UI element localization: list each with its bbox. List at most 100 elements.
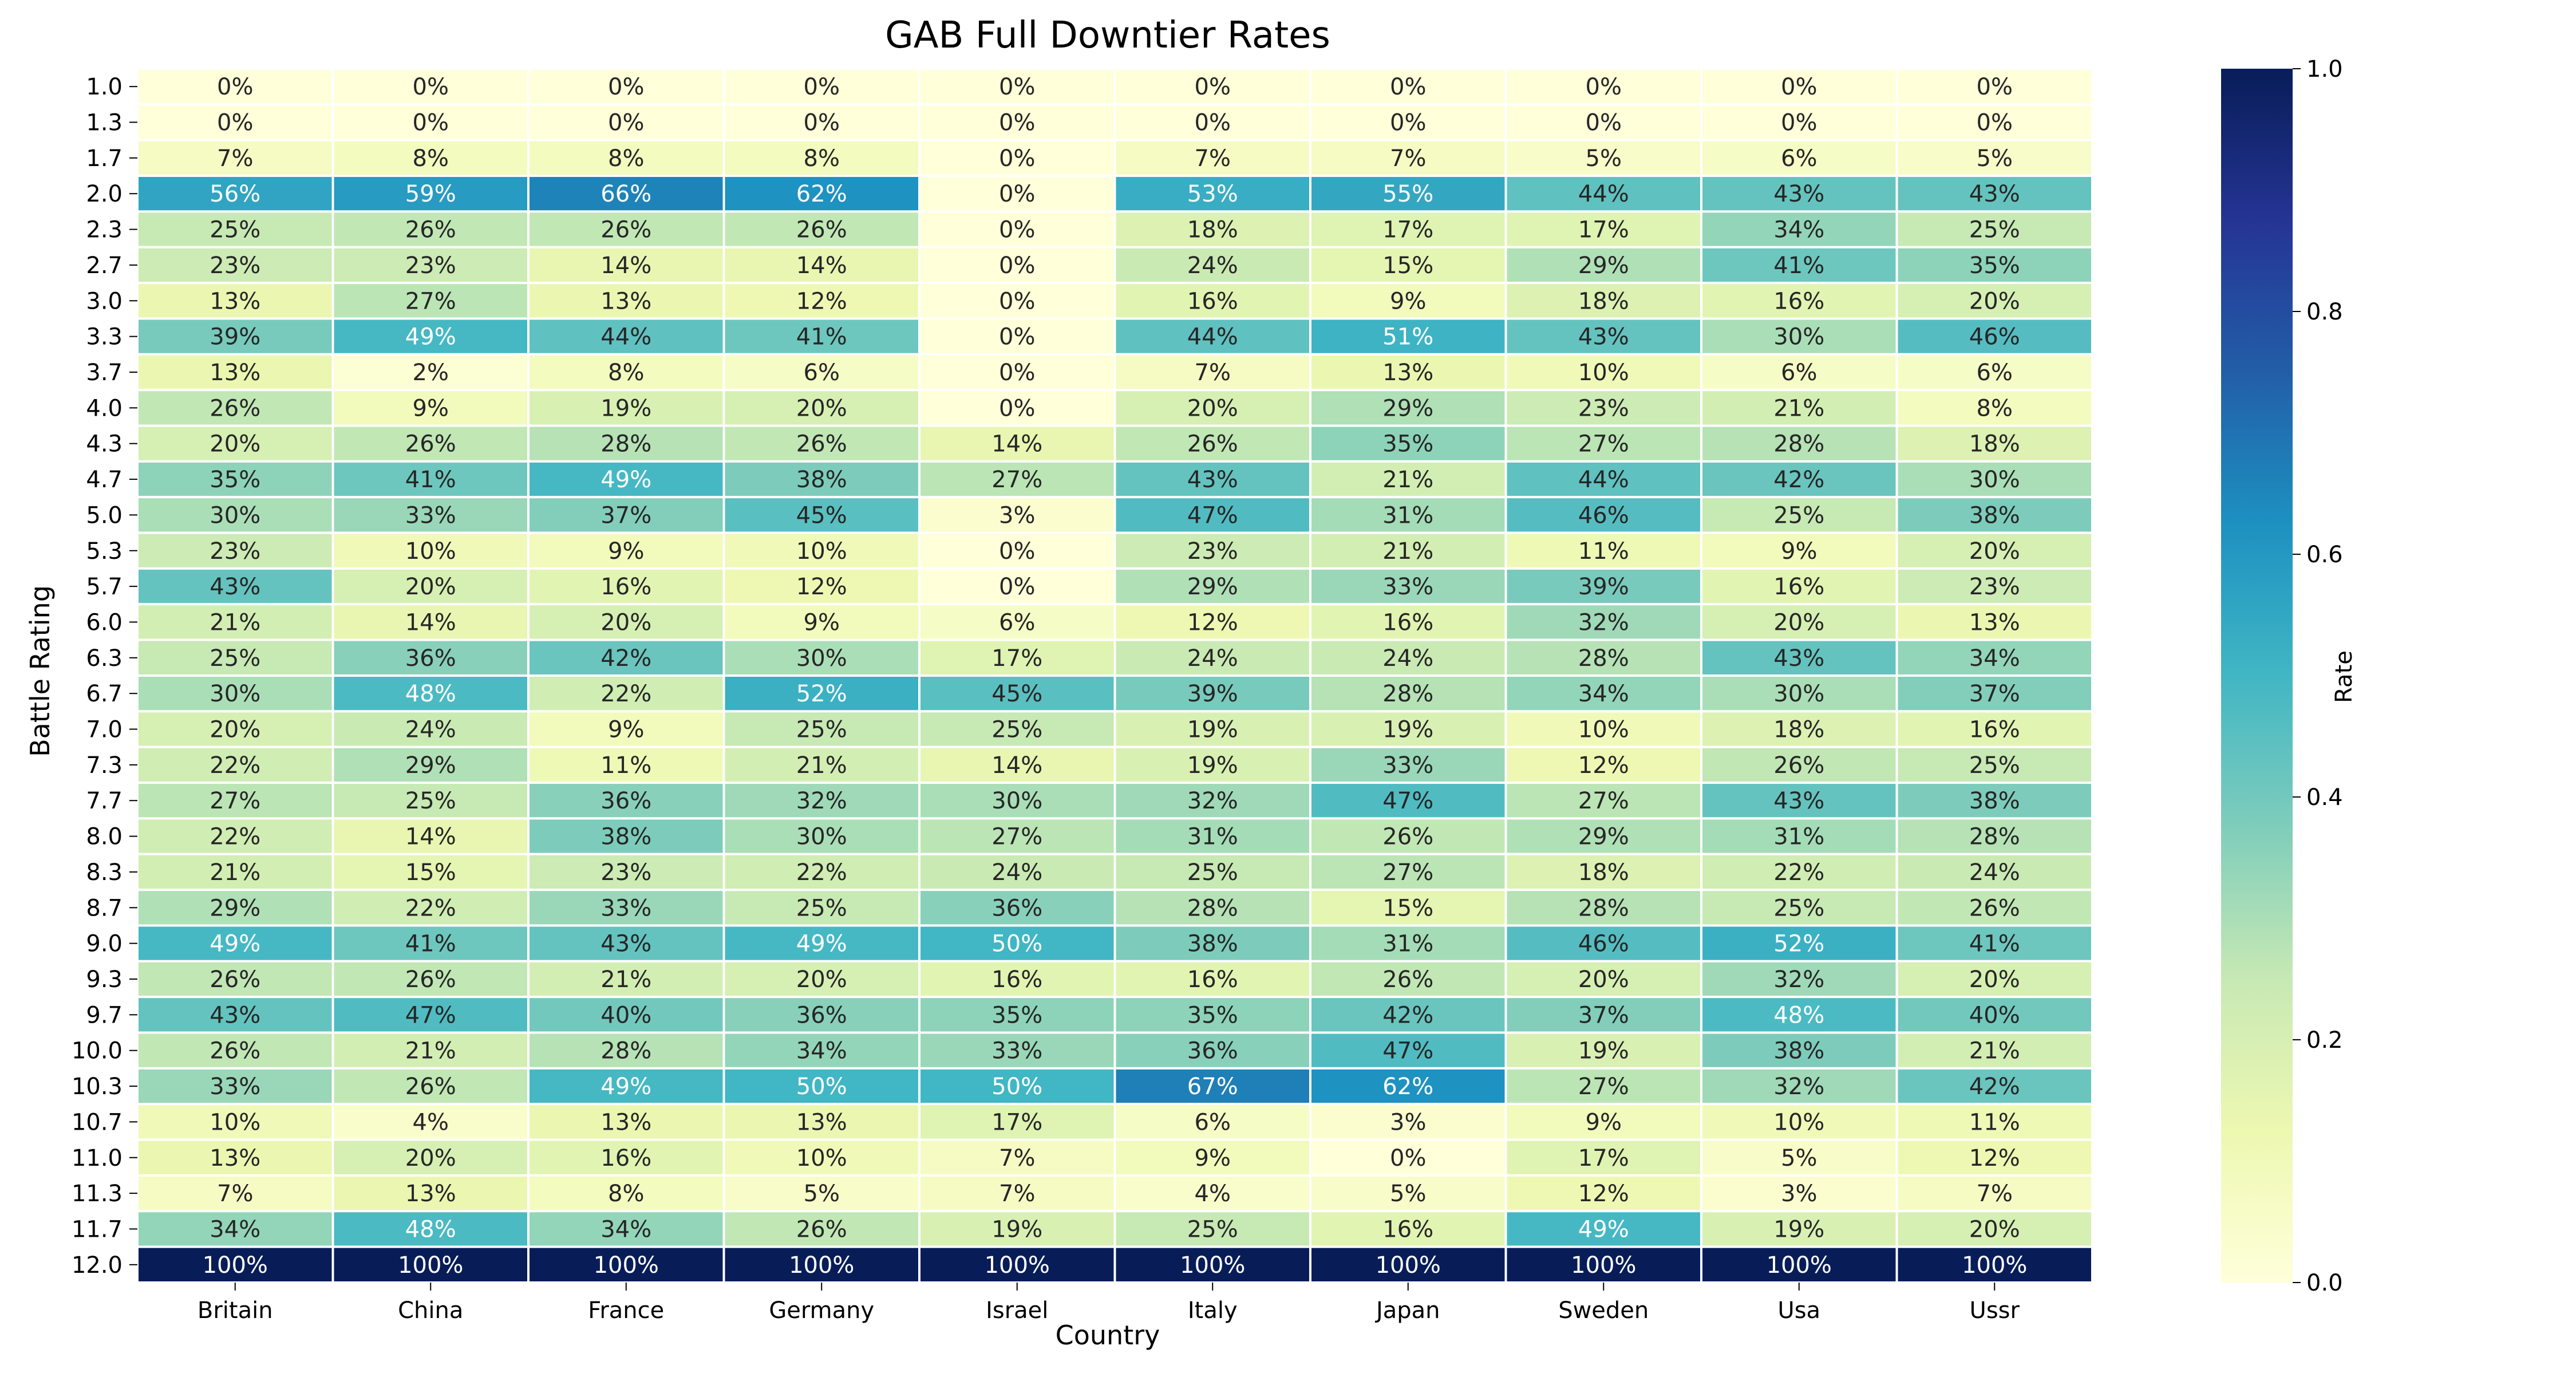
cell-value-label: 25% xyxy=(1969,752,2020,779)
cell-value-label: 20% xyxy=(1969,288,2020,314)
y-tick-label: 9.7 xyxy=(86,1002,123,1028)
heatmap-cell-10-3-china xyxy=(331,1067,530,1106)
colorbar-tick-label: 0.8 xyxy=(2306,299,2343,325)
cell-value-label: 100% xyxy=(1962,1252,2027,1279)
cell-value-label: 31% xyxy=(1187,824,1238,850)
cell-value-label: 33% xyxy=(210,1074,260,1100)
y-tick-label: 4.3 xyxy=(86,431,123,457)
cell-value-label: 36% xyxy=(796,1002,847,1028)
cell-value-label: 43% xyxy=(210,1002,260,1028)
cell-value-label: 35% xyxy=(991,1002,1042,1028)
cell-value-label: 48% xyxy=(1773,1002,1824,1028)
cell-value-label: 41% xyxy=(405,467,456,493)
cell-value-label: 0% xyxy=(999,288,1035,314)
heatmap-cell-3-0-germany xyxy=(722,282,920,320)
colorbar-tick-label: 0.6 xyxy=(2306,542,2343,568)
cell-value-label: 27% xyxy=(1382,859,1433,886)
y-tick-label: 3.7 xyxy=(86,360,123,386)
heatmap-cell-8-3-china xyxy=(331,853,530,891)
cell-value-label: 14% xyxy=(600,252,651,279)
cell-value-label: 49% xyxy=(600,467,651,493)
heatmap-cell-2-7-germany xyxy=(722,246,920,285)
cell-value-label: 6% xyxy=(1977,360,2013,386)
heatmap-cell-1-3-ussr xyxy=(1895,103,2093,141)
y-tick-label: 10.3 xyxy=(72,1074,123,1100)
cell-value-label: 39% xyxy=(1578,574,1629,600)
heatmap-cell-3-7-japan xyxy=(1309,353,1507,392)
cell-value-label: 52% xyxy=(796,681,847,707)
cell-value-label: 22% xyxy=(210,824,260,850)
cell-value-label: 0% xyxy=(999,538,1035,565)
cell-value-label: 7% xyxy=(1195,145,1231,172)
cell-value-label: 30% xyxy=(796,645,847,672)
x-tick-label: China xyxy=(398,1297,463,1324)
heatmap-cell-7-3-britain xyxy=(136,745,334,784)
cell-value-label: 20% xyxy=(796,966,847,993)
cell-value-label: 26% xyxy=(796,431,847,457)
cell-value-label: 48% xyxy=(405,681,456,707)
heatmap-cell-11-3-italy xyxy=(1113,1174,1311,1213)
heatmap-cell-8-7-germany xyxy=(722,889,920,927)
cell-value-label: 0% xyxy=(413,110,449,136)
heatmap-cell-8-0-britain xyxy=(136,817,334,855)
cell-value-label: 24% xyxy=(405,717,456,743)
cell-value-label: 37% xyxy=(1578,1002,1629,1028)
cell-value-label: 26% xyxy=(405,431,456,457)
heatmap-cell-5-7-france xyxy=(527,567,725,606)
cell-value-label: 34% xyxy=(1578,681,1629,707)
y-tick-label: 11.0 xyxy=(72,1145,123,1171)
x-tick-label: Germany xyxy=(769,1297,874,1324)
cell-value-label: 19% xyxy=(600,395,651,421)
cell-value-label: 0% xyxy=(999,324,1035,350)
heatmap-cell-12-0-ussr xyxy=(1895,1245,2093,1284)
cell-value-label: 100% xyxy=(1376,1252,1441,1279)
y-tick-label: 2.7 xyxy=(86,252,123,279)
cell-value-label: 12% xyxy=(1578,752,1629,779)
colorbar-tick-label: 1.0 xyxy=(2306,56,2343,82)
heatmap-cell-1-7-usa xyxy=(1700,139,1898,177)
cell-value-label: 13% xyxy=(600,288,651,314)
cell-value-label: 30% xyxy=(796,824,847,850)
cell-value-label: 8% xyxy=(608,360,644,386)
cell-value-label: 5% xyxy=(1390,1181,1426,1207)
heatmap-cell-11-7-sweden xyxy=(1504,1210,1702,1248)
cell-value-label: 38% xyxy=(1969,502,2020,528)
cell-value-label: 20% xyxy=(405,574,456,600)
heatmap-cell-9-3-japan xyxy=(1309,960,1507,999)
cell-value-label: 0% xyxy=(1977,110,2013,136)
cell-value-label: 13% xyxy=(1969,609,2020,636)
cell-value-label: 2% xyxy=(413,360,449,386)
cell-value-label: 7% xyxy=(1390,145,1426,172)
heatmap-cell-4-7-china xyxy=(331,460,530,499)
cell-value-label: 24% xyxy=(991,859,1042,886)
cell-value-label: 100% xyxy=(789,1252,854,1279)
heatmap-cell-2-7-france xyxy=(527,246,725,285)
heatmap-cell-1-3-usa xyxy=(1700,103,1898,141)
heatmap-cell-1-0-ussr xyxy=(1895,68,2093,106)
cell-value-label: 7% xyxy=(999,1181,1035,1207)
cell-value-label: 23% xyxy=(1969,574,2020,600)
cell-value-label: 16% xyxy=(1382,609,1433,636)
heatmap-cell-9-3-sweden xyxy=(1504,960,1702,999)
cell-value-label: 8% xyxy=(413,145,449,172)
cell-value-label: 38% xyxy=(1773,1038,1824,1064)
cell-value-label: 0% xyxy=(1781,74,1817,100)
cell-value-label: 16% xyxy=(1187,966,1238,993)
heatmap-cell-6-3-sweden xyxy=(1504,638,1702,677)
heatmap-cell-4-0-britain xyxy=(136,389,334,427)
cell-value-label: 100% xyxy=(398,1252,463,1279)
y-axis-label: Battle Rating xyxy=(25,585,56,757)
cell-value-label: 22% xyxy=(210,752,260,779)
cell-value-label: 23% xyxy=(1187,538,1238,565)
cell-value-label: 23% xyxy=(210,252,260,279)
cell-value-label: 39% xyxy=(210,324,260,350)
y-tick-label: 7.3 xyxy=(86,752,123,779)
cell-value-label: 37% xyxy=(600,502,651,528)
cell-value-label: 6% xyxy=(999,609,1035,636)
cell-value-label: 25% xyxy=(1773,502,1824,528)
cell-value-label: 25% xyxy=(796,717,847,743)
cell-value-label: 21% xyxy=(600,966,651,993)
cell-value-label: 10% xyxy=(1578,360,1629,386)
heatmap-cell-6-7-ussr xyxy=(1895,674,2093,713)
